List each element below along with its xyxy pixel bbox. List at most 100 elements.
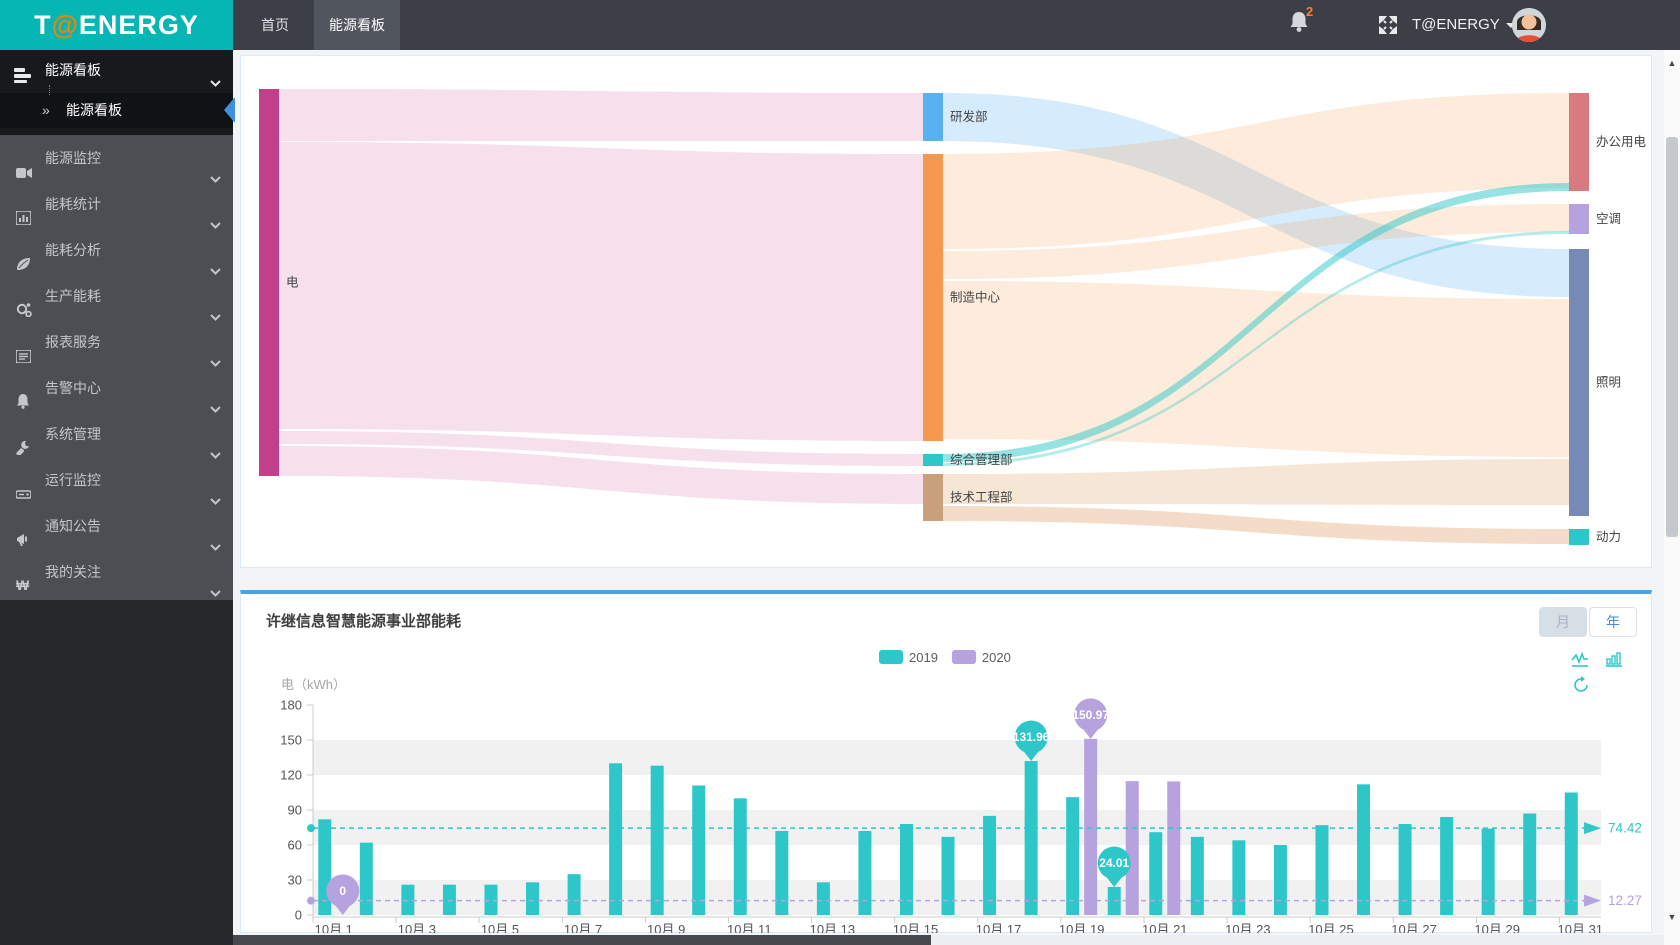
sankey-link[interactable] — [943, 459, 1569, 505]
bar-2019[interactable] — [1273, 845, 1287, 915]
legend-swatch-2020[interactable] — [951, 650, 976, 664]
bar-2019[interactable] — [1232, 840, 1246, 915]
sidebar-item-notices[interactable]: 通知公告 — [0, 503, 233, 551]
avatar[interactable] — [1512, 8, 1546, 42]
sankey-node[interactable] — [1569, 249, 1589, 516]
bar-2019[interactable] — [899, 824, 913, 915]
sankey-node[interactable] — [1569, 93, 1589, 191]
bar-chart-icon[interactable] — [1605, 650, 1625, 670]
bar-2019[interactable] — [1315, 825, 1329, 915]
bar-2019[interactable] — [775, 831, 789, 915]
sankey-node[interactable] — [1569, 204, 1589, 234]
horizontal-scrollbar-thumb[interactable] — [233, 935, 931, 945]
sankey-node[interactable] — [923, 154, 943, 441]
notification-bell-button[interactable]: 2 — [1288, 4, 1322, 40]
bar-2019[interactable] — [1024, 761, 1038, 915]
energy-bar-chart[interactable]: 0 30 60 90 120 150 180 10月 1 10月 3 10月 5 10月 7 10月 … — [241, 594, 1651, 934]
bar-2019[interactable] — [1190, 836, 1204, 915]
vertical-scrollbar[interactable]: ▲ ▼ — [1664, 50, 1680, 945]
tab-energy-dashboard[interactable]: 能源看板 — [314, 0, 400, 50]
y-axis-unit-label: 电（kWh） — [281, 677, 347, 692]
bar-2019[interactable] — [941, 836, 955, 915]
toggle-year-button[interactable]: 年 — [1589, 607, 1637, 637]
bar-2019[interactable] — [359, 842, 373, 915]
bar-2019[interactable] — [1357, 784, 1371, 915]
bar-2019[interactable] — [692, 785, 706, 916]
bar-2019[interactable] — [526, 882, 540, 915]
mark-point-tip — [1107, 877, 1122, 887]
sidebar-item-production-energy[interactable]: 生产能耗 — [0, 273, 233, 321]
sankey-link[interactable] — [279, 431, 923, 466]
bar-2019[interactable] — [1481, 828, 1495, 915]
bar-2019[interactable] — [484, 884, 498, 915]
mark-point-pin[interactable] — [1014, 720, 1048, 754]
bar-2019[interactable] — [1564, 792, 1578, 916]
bar-2019[interactable] — [858, 831, 872, 915]
sankey-link[interactable] — [279, 446, 923, 504]
legend-label-2020[interactable]: 2020 — [981, 650, 1011, 665]
bar-2019[interactable] — [983, 815, 997, 915]
bar-2019[interactable] — [1440, 817, 1454, 915]
sankey-link[interactable] — [943, 93, 1569, 249]
bar-2019[interactable] — [567, 874, 581, 915]
sidebar-item-energy-analysis[interactable]: 能耗分析 — [0, 227, 233, 275]
bar-2020[interactable] — [1167, 781, 1181, 915]
toggle-month-button[interactable]: 月 — [1539, 607, 1587, 637]
sidebar-item-energy-monitoring[interactable]: 能源监控 — [0, 135, 233, 183]
sankey-link[interactable] — [943, 231, 1569, 466]
scroll-down-icon[interactable]: ▼ — [1667, 912, 1677, 922]
sankey-link[interactable] — [279, 142, 923, 441]
sankey-link[interactable] — [279, 89, 923, 141]
fullscreen-button[interactable] — [1378, 15, 1398, 35]
line-chart-icon[interactable] — [1571, 650, 1591, 670]
sidebar-item-system-management[interactable]: 系统管理 — [0, 411, 233, 459]
mark-point-pin[interactable] — [326, 874, 360, 908]
chart-legend[interactable]: 2019 2020 — [879, 650, 1025, 666]
bar-2020[interactable] — [1125, 781, 1139, 915]
sidebar-item-alarm-center[interactable]: 告警中心 — [0, 365, 233, 413]
refresh-icon[interactable] — [1571, 675, 1591, 695]
horizontal-scrollbar[interactable] — [233, 935, 1664, 945]
scroll-up-icon[interactable]: ▲ — [1667, 58, 1677, 68]
bar-2019[interactable] — [1398, 824, 1412, 915]
bar-2020[interactable] — [1084, 738, 1098, 915]
bar-2019[interactable] — [442, 884, 456, 915]
bar-2019[interactable] — [1149, 832, 1163, 915]
sankey-node[interactable] — [923, 454, 943, 466]
sidebar-item-energy-statistics[interactable]: 能耗统计 — [0, 181, 233, 229]
tab-home[interactable]: 首页 — [261, 17, 289, 33]
sankey-link[interactable] — [943, 183, 1569, 462]
y-tick-label: 150 — [280, 733, 302, 748]
sankey-link[interactable] — [943, 506, 1569, 544]
fullscreen-icon — [1379, 16, 1397, 34]
user-menu[interactable]: T@ENERGY — [1412, 0, 1516, 50]
sidebar-item-report-service[interactable]: 报表服务 — [0, 319, 233, 367]
won-icon: ₩ — [16, 577, 30, 593]
sidebar-item-my-follows[interactable]: ₩ 我的关注 — [0, 549, 233, 597]
bar-2019[interactable] — [650, 765, 664, 915]
vertical-scrollbar-thumb[interactable] — [1666, 137, 1678, 537]
bar-2019[interactable] — [816, 882, 830, 915]
legend-label-2019[interactable]: 2019 — [909, 650, 938, 665]
legend-swatch-2019[interactable] — [879, 650, 903, 664]
camera-icon — [16, 151, 32, 178]
bar-2019[interactable] — [1523, 813, 1537, 916]
sankey-link[interactable] — [943, 281, 1569, 457]
sidebar-item-operation-monitoring[interactable]: 运行监控 — [0, 457, 233, 505]
mark-point-pin[interactable] — [1074, 698, 1108, 732]
sankey-link[interactable] — [943, 204, 1569, 279]
sankey-link[interactable] — [943, 93, 1569, 297]
chevron-down-icon — [210, 569, 221, 615]
bar-2019[interactable] — [401, 884, 415, 915]
sankey-node[interactable] — [259, 89, 279, 476]
sankey-node[interactable] — [923, 93, 943, 141]
bar-2019[interactable] — [733, 798, 747, 915]
sidebar-item-energy-dashboard-active[interactable]: » 能源看板 — [0, 85, 235, 128]
sankey-node[interactable] — [1569, 529, 1589, 545]
bar-2019[interactable] — [1066, 797, 1080, 915]
mark-point-pin[interactable] — [1097, 846, 1131, 880]
bar-2019[interactable] — [609, 763, 623, 915]
sankey-node[interactable] — [923, 474, 943, 521]
sidebar-group-energy-dashboard[interactable]: 能源看板 — [0, 55, 233, 87]
